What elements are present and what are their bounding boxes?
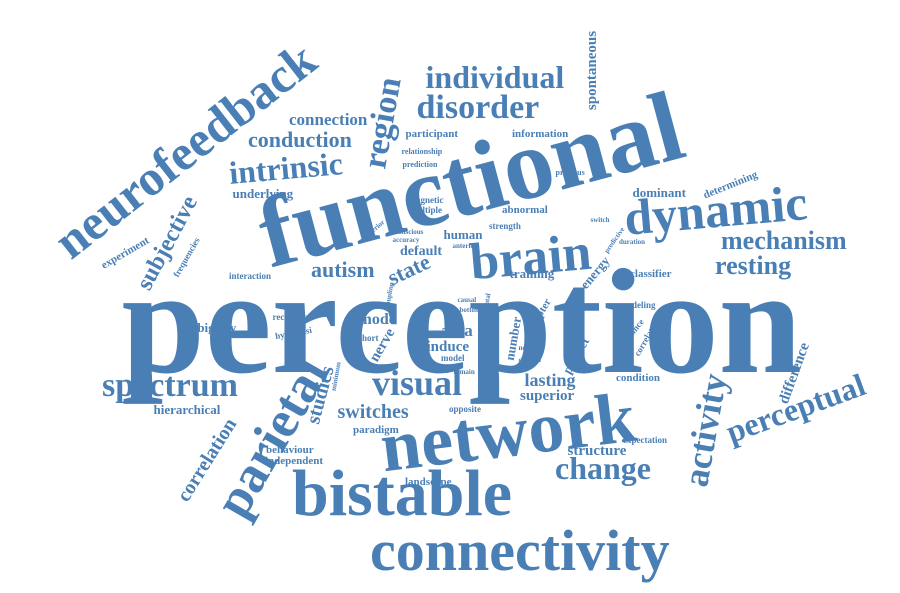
word-structure: structure bbox=[567, 442, 627, 459]
word-induce: induce bbox=[426, 338, 470, 355]
word-cohort: cohort bbox=[353, 332, 379, 343]
word-conscious: conscious bbox=[395, 227, 424, 236]
word-change: change bbox=[555, 450, 651, 486]
word-landscape: landscape bbox=[405, 475, 452, 488]
word-bistable: bistable bbox=[292, 457, 513, 530]
word-duration: duration bbox=[619, 237, 646, 246]
word-area: area bbox=[441, 320, 473, 340]
word-perception: perception bbox=[121, 239, 803, 405]
word-lasting: lasting bbox=[524, 370, 576, 390]
word-classifier: classifier bbox=[630, 267, 672, 280]
word-spectrum: spectrum bbox=[102, 367, 238, 404]
word-underlying: underlying bbox=[232, 185, 294, 201]
word-interaction: interaction bbox=[229, 270, 271, 281]
word-behaviour: behaviour bbox=[266, 443, 314, 456]
word-cortical: cortical bbox=[518, 355, 542, 364]
word-anterior: anterior bbox=[452, 241, 478, 250]
word-participant: participant bbox=[405, 127, 459, 140]
word-condition: condition bbox=[616, 371, 661, 384]
word-abnormal: abnormal bbox=[502, 203, 548, 216]
word-magnetic: magnetic bbox=[408, 194, 444, 205]
word-superior: superior bbox=[520, 387, 575, 404]
word-mode: mode bbox=[358, 311, 396, 328]
word-model: model bbox=[441, 352, 465, 363]
word-reciprocal: reciprocal bbox=[272, 311, 312, 322]
word-multiple: multiple bbox=[410, 204, 443, 215]
word-disorder: disorder bbox=[416, 89, 540, 126]
word-mechanism: mechanism bbox=[721, 226, 847, 255]
word-modeling: modeling bbox=[620, 299, 656, 310]
word-independent: independent bbox=[265, 454, 324, 467]
word-remain: remain bbox=[453, 367, 475, 376]
word-dominant: dominant bbox=[632, 184, 686, 200]
word-conduction: conduction bbox=[248, 127, 352, 152]
word-accuracy: accuracy bbox=[392, 235, 420, 244]
word-ambiguity: ambiguity bbox=[180, 319, 237, 335]
word-opposite: opposite bbox=[449, 403, 482, 414]
word-switch: switch bbox=[590, 215, 610, 224]
word-previous: previous bbox=[555, 168, 585, 177]
word-human: human bbox=[443, 226, 483, 242]
word-connection: connection bbox=[289, 109, 368, 129]
word-paradigm: paradigm bbox=[353, 423, 399, 436]
word-training: training bbox=[509, 265, 555, 281]
word-resting: resting bbox=[715, 251, 792, 280]
word-relationship: relationship bbox=[401, 147, 443, 156]
word-spontaneous: spontaneous bbox=[583, 30, 600, 110]
word-bottom: bottom bbox=[459, 305, 481, 314]
word-expectation: expectation bbox=[623, 434, 667, 445]
word-information: information bbox=[512, 127, 569, 140]
word-strength: strength bbox=[489, 220, 521, 231]
word-connectivity: connectivity bbox=[370, 518, 670, 583]
word-neural: neural bbox=[518, 343, 538, 352]
word-prediction: prediction bbox=[402, 160, 438, 169]
word-default: default bbox=[400, 244, 442, 259]
word-visual: visual bbox=[372, 363, 463, 403]
word-causal: causal bbox=[457, 295, 477, 304]
word-hierarchical: hierarchical bbox=[153, 401, 221, 417]
word-individual: individual bbox=[425, 59, 565, 95]
word-switches: switches bbox=[337, 401, 409, 423]
word-autism: autism bbox=[311, 257, 375, 282]
